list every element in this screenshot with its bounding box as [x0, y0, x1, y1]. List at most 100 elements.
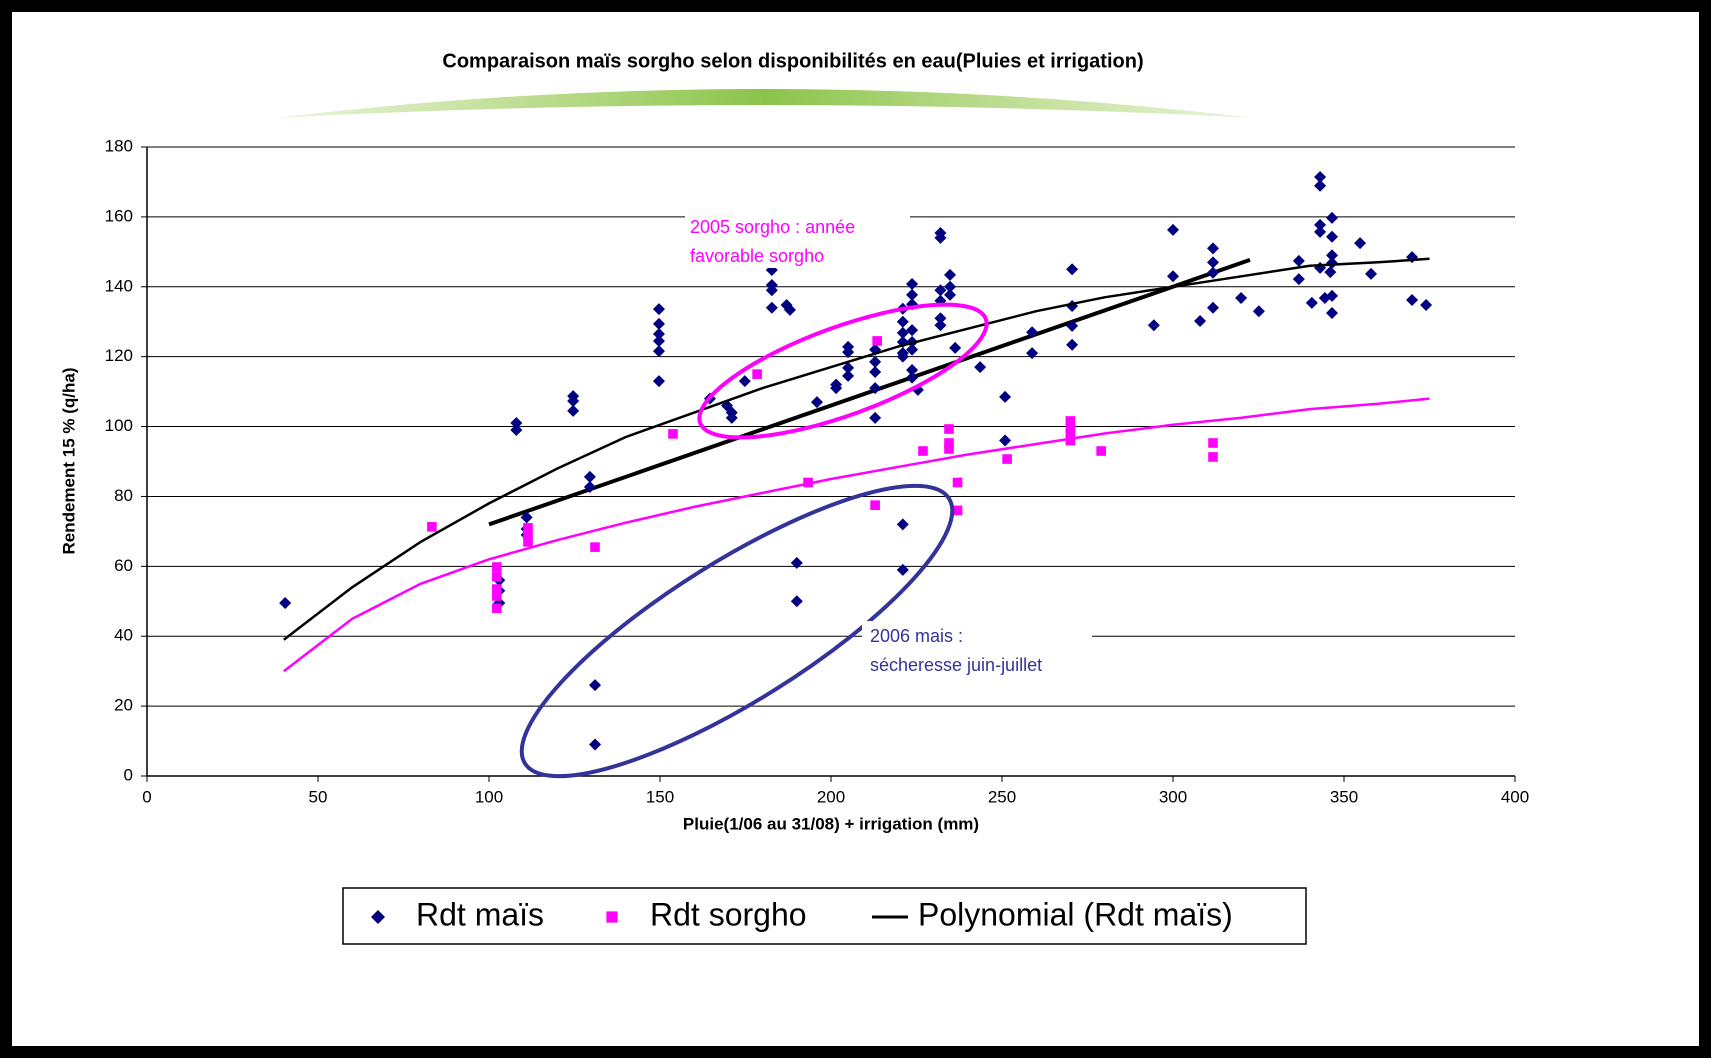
point	[371, 910, 385, 924]
point	[944, 438, 954, 448]
point	[1235, 291, 1248, 304]
point	[842, 361, 855, 374]
point	[725, 411, 738, 424]
point	[952, 505, 963, 516]
annotation-bg	[862, 621, 1092, 683]
point	[999, 390, 1012, 403]
y-tick-label: 40	[114, 626, 133, 645]
point	[1326, 249, 1339, 262]
point	[589, 738, 602, 751]
point	[1065, 423, 1076, 433]
point	[523, 537, 533, 547]
background	[12, 12, 1699, 1046]
point	[1354, 237, 1367, 250]
point	[1207, 242, 1220, 255]
point	[944, 288, 957, 301]
point	[1207, 266, 1220, 279]
point	[492, 572, 502, 582]
point	[934, 319, 947, 332]
point	[492, 562, 502, 572]
point	[1324, 266, 1337, 279]
point	[783, 303, 796, 316]
point	[1292, 254, 1305, 267]
point	[944, 268, 957, 281]
point	[1326, 306, 1339, 319]
point	[510, 417, 523, 430]
point	[830, 382, 843, 395]
trend-line	[283, 397, 1430, 673]
point	[906, 343, 919, 356]
point	[803, 477, 813, 488]
point	[1314, 218, 1327, 231]
point	[1147, 319, 1160, 332]
x-axis-label: Pluie(1/06 au 31/08) + irrigation (mm)	[683, 814, 979, 833]
legend: Rdt maïs Rdt sorgho Polynomial (Rdt maïs)	[371, 896, 1233, 932]
point	[999, 434, 1012, 447]
point	[1314, 179, 1327, 192]
point	[652, 345, 665, 358]
point	[944, 424, 954, 434]
x-tick-label: 0	[142, 787, 151, 806]
point	[1314, 171, 1327, 184]
x-tick-label: 350	[1330, 787, 1358, 806]
point	[1194, 315, 1207, 328]
plot-area: 0 20 40 60 80 100 120 140 160 180 0 50 100 150 200 250 3…	[105, 136, 1530, 806]
point	[523, 523, 533, 533]
annotation-ellipse	[519, 483, 955, 779]
point	[589, 679, 602, 692]
x-tick-label: 250	[988, 787, 1016, 806]
chart-title: Comparaison maïs sorgho selon disponibil…	[442, 50, 1143, 72]
point	[842, 346, 855, 359]
point	[583, 470, 596, 483]
point	[738, 375, 751, 388]
point	[896, 563, 909, 576]
y-tick-label: 0	[124, 765, 133, 784]
point	[668, 429, 678, 439]
point	[906, 277, 919, 290]
point	[790, 556, 803, 569]
annotation-text: 2005 sorgho : année	[690, 217, 855, 237]
point	[934, 231, 947, 244]
y-axis-label: Rendement 15 % (q/ha)	[59, 367, 78, 554]
x-tick-label: 400	[1501, 787, 1529, 806]
point	[1167, 270, 1179, 283]
point	[1326, 289, 1339, 302]
point	[752, 369, 762, 379]
legend-label: Polynomial (Rdt maïs)	[918, 896, 1233, 932]
point	[427, 522, 437, 532]
point	[869, 366, 882, 379]
legend-box	[342, 887, 1307, 945]
point	[1065, 416, 1076, 426]
point	[1208, 438, 1218, 448]
point	[1026, 326, 1039, 339]
point	[583, 481, 596, 494]
point	[896, 518, 909, 531]
point	[1066, 263, 1079, 276]
y-tick-label: 60	[114, 556, 133, 575]
legend-label: Rdt sorgho	[650, 896, 807, 932]
point	[790, 595, 803, 608]
point	[1208, 452, 1218, 462]
x-tick-label: 100	[475, 787, 503, 806]
y-tick-label: 80	[114, 486, 133, 505]
point	[1207, 301, 1220, 314]
point	[934, 312, 947, 325]
point	[896, 350, 909, 363]
point	[1065, 435, 1076, 446]
y-tick-label: 160	[105, 206, 133, 225]
point	[492, 584, 502, 594]
point	[810, 396, 823, 409]
point	[510, 424, 523, 437]
point	[870, 500, 880, 510]
point	[590, 542, 600, 552]
point	[652, 334, 665, 347]
point	[1326, 211, 1339, 224]
point	[906, 371, 919, 384]
y-tick-label: 100	[105, 416, 133, 435]
x-tick-label: 200	[817, 787, 845, 806]
point	[872, 336, 882, 346]
point	[492, 591, 502, 601]
point	[869, 382, 882, 395]
point	[523, 530, 533, 540]
